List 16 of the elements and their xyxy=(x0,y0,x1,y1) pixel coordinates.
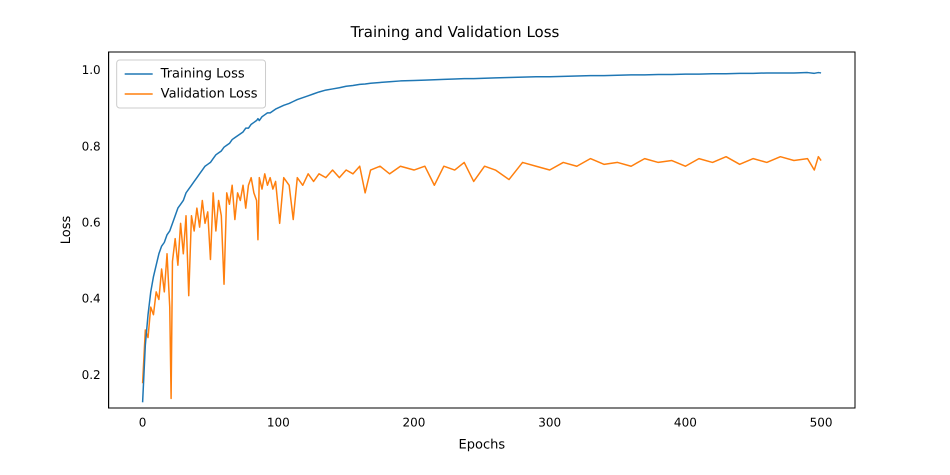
legend-label: Validation Loss xyxy=(160,86,258,102)
x-axis-title: Epochs xyxy=(458,438,506,453)
y-tick-label: 0.6 xyxy=(82,215,101,230)
legend-label: Training Loss xyxy=(160,66,245,82)
y-tick-label: 1.0 xyxy=(82,63,101,78)
chart-title: Training and Validation Loss xyxy=(350,22,560,41)
x-tick-label: 300 xyxy=(538,415,562,430)
y-tick-label: 0.2 xyxy=(82,368,101,382)
x-tick-label: 500 xyxy=(810,415,833,430)
x-tick-label: 400 xyxy=(674,415,697,430)
x-tick-label: 0 xyxy=(138,415,146,430)
y-tick-label: 0.4 xyxy=(82,292,101,306)
x-tick-label: 200 xyxy=(402,415,426,430)
y-axis-title: Loss xyxy=(59,216,74,244)
x-tick-label: 100 xyxy=(266,415,290,430)
y-tick-label: 0.8 xyxy=(82,139,101,154)
